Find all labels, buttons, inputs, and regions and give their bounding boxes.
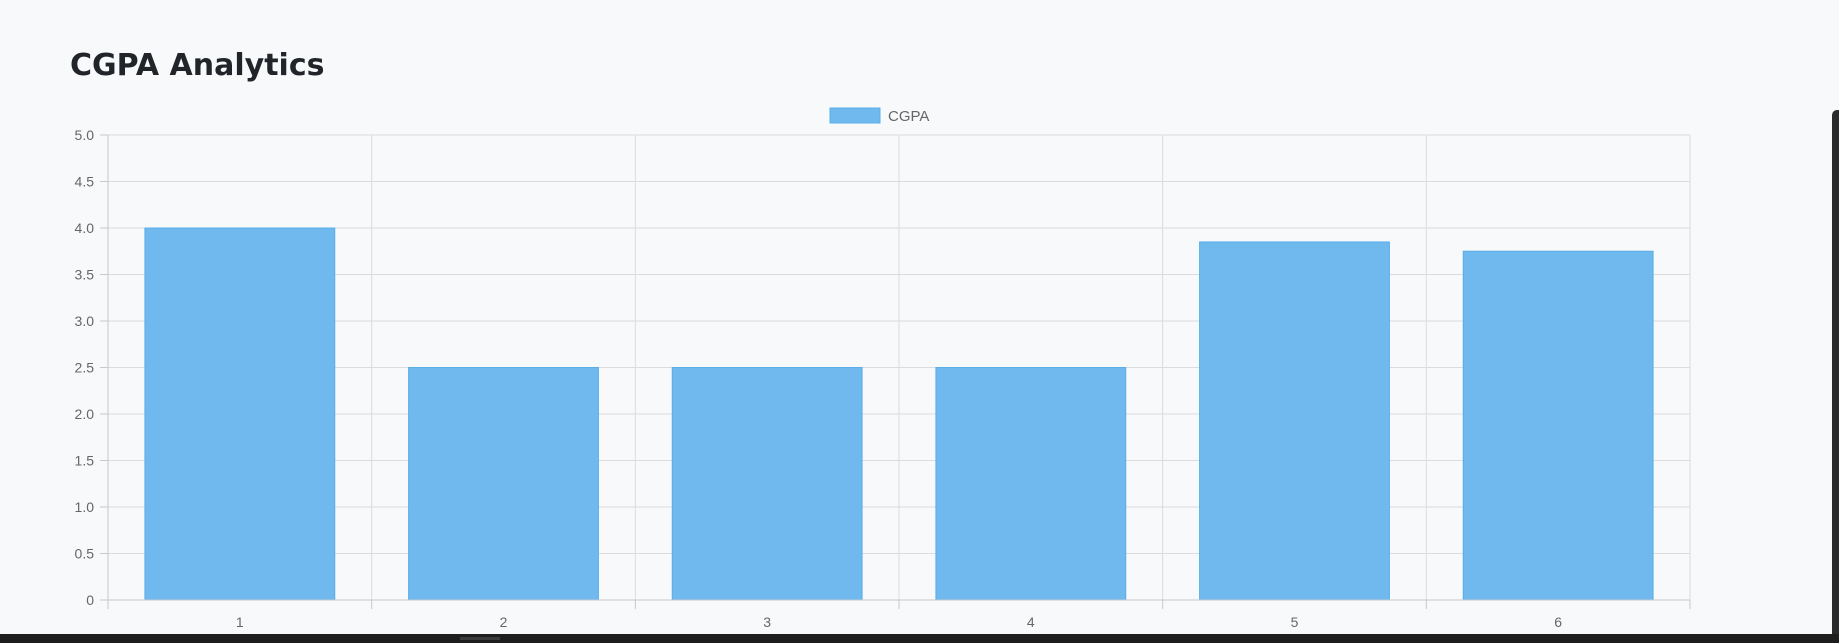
horizontal-scrollbar[interactable] <box>0 634 1839 643</box>
y-tick-label: 4.5 <box>75 174 95 190</box>
bar-5[interactable] <box>1199 241 1390 601</box>
legend-label[interactable]: CGPA <box>888 108 929 125</box>
bars <box>144 227 1654 601</box>
y-tick-label: 1.5 <box>75 453 95 469</box>
bar-1[interactable] <box>144 227 336 601</box>
y-tick-label: 3.5 <box>75 267 95 283</box>
y-tick-label: 5.0 <box>75 127 95 143</box>
bar-3[interactable] <box>671 367 863 601</box>
x-tick-label: 3 <box>763 614 771 630</box>
bar-6[interactable] <box>1462 250 1654 601</box>
grid-lines <box>107 134 1691 601</box>
y-tick-label: 4.0 <box>75 220 95 236</box>
legend[interactable]: CGPA <box>829 107 929 125</box>
x-tick-label: 5 <box>1291 614 1299 630</box>
y-tick-label: 2.0 <box>75 406 95 422</box>
y-tick-label: 0.5 <box>75 546 95 562</box>
bar-2[interactable] <box>408 367 599 601</box>
axes: 0 0.5 1.0 1.5 2.0 2.5 3.0 3.5 4.0 4.5 5.0 1 2 3 4 5 6 <box>75 127 1691 630</box>
scrollbar-thumb[interactable] <box>460 637 500 640</box>
x-tick-label: 1 <box>236 614 244 630</box>
x-tick-label: 2 <box>500 614 508 630</box>
x-tick-label: 4 <box>1027 614 1035 630</box>
y-tick-label: 2.5 <box>75 360 95 376</box>
y-tick-label: 1.0 <box>75 499 95 515</box>
page-title: CGPA Analytics <box>70 48 325 83</box>
y-tick-label: 3.0 <box>75 313 95 329</box>
vertical-scrollbar[interactable] <box>1832 110 1839 634</box>
bar-4[interactable] <box>935 367 1127 601</box>
x-tick-label: 6 <box>1554 614 1562 630</box>
y-tick-label: 0 <box>86 592 94 608</box>
legend-swatch[interactable] <box>829 107 881 124</box>
